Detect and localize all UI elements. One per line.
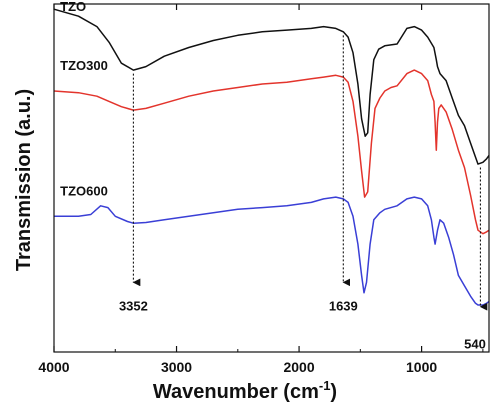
x-tick-label: 3000	[161, 359, 192, 375]
series-line-tzo	[53, 8, 490, 165]
series-labels: TZO TZO300 TZO600	[60, 0, 108, 198]
series-line-tzo600	[54, 196, 490, 306]
series-label-tzo300: TZO300	[60, 58, 108, 73]
series-label-tzo: TZO	[60, 0, 86, 14]
x-axis-title-close: )	[330, 381, 337, 403]
series-line-tzo300	[53, 69, 490, 235]
x-tick-label: 1000	[406, 359, 437, 375]
peak-label-1639: 1639	[329, 298, 358, 313]
series-label-tzo600: TZO600	[60, 183, 108, 198]
x-tick-label: 2000	[283, 359, 314, 375]
x-axis-title: Wavenumber (cm-1)	[153, 378, 337, 403]
peak-label-540: 540	[464, 337, 486, 352]
x-axis: 4000 3000 2000 1000	[38, 3, 490, 375]
plot-area	[53, 8, 490, 306]
x-tick-label: 4000	[38, 359, 69, 375]
x-axis-title-superscript: -1	[319, 378, 331, 393]
peak-annotations: 3352 1639 540	[119, 35, 488, 352]
plot-frame	[53, 3, 490, 353]
y-axis-title: Transmission (a.u.)	[13, 89, 35, 271]
peak-label-3352: 3352	[119, 298, 148, 313]
x-axis-title-main: Wavenumber (cm	[153, 381, 319, 403]
